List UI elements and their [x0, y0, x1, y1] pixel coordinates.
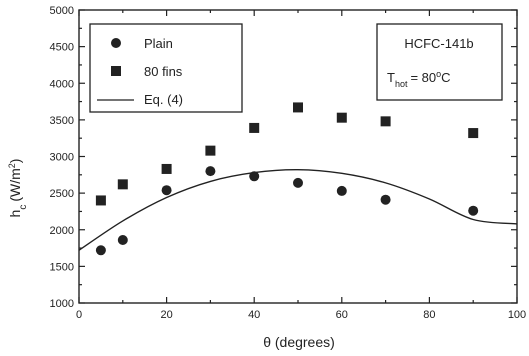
annotation-temp-sub: hot — [395, 79, 408, 89]
plain-point — [161, 185, 172, 196]
fins-point — [468, 128, 479, 139]
y-tick-label: 4500 — [50, 42, 74, 54]
y-axis-title-main: h — [7, 210, 23, 218]
legend-fins-marker — [111, 66, 121, 76]
plain-point — [205, 166, 216, 177]
data-marks — [78, 102, 518, 256]
fins-point — [95, 195, 106, 206]
y-tick-label: 3000 — [50, 152, 74, 164]
y-axis-title-close: ) — [7, 159, 23, 164]
x-axis-title: θ (degrees) — [263, 334, 335, 350]
x-tick-label: 0 — [76, 309, 82, 321]
plain-point — [249, 171, 260, 182]
fins-point — [205, 145, 216, 156]
plain-point — [380, 194, 391, 205]
plot-frame — [78, 9, 518, 304]
y-tick-label: 3500 — [50, 115, 74, 127]
annotation-temp-deg: o — [436, 69, 441, 79]
y-tick-label: 4000 — [50, 78, 74, 90]
legend-box — [89, 23, 243, 113]
annotation-box — [376, 23, 503, 101]
plain-point — [95, 245, 106, 256]
legend: Plain 80 fins Eq. (4) — [89, 23, 243, 113]
y-tick-label: 1000 — [50, 298, 74, 310]
y-axis-title-sup: 2 — [7, 163, 17, 168]
legend-eq-label: Eq. (4) — [144, 92, 183, 107]
annotation-temp-value: = 80 — [410, 70, 436, 85]
eq4-curve — [78, 168, 518, 251]
y-tick-label: 2000 — [50, 225, 74, 237]
legend-plain-label: Plain — [144, 36, 173, 51]
annotation-temperature: Thot = 80oC — [387, 69, 451, 89]
fins-point — [249, 122, 260, 133]
annotation-temp-unit: C — [441, 70, 450, 85]
legend-fins-label: 80 fins — [144, 64, 183, 79]
plain-point — [468, 205, 479, 216]
legend-plain-marker — [111, 38, 121, 48]
fins-point — [336, 112, 347, 123]
x-tick-label: 40 — [248, 309, 260, 321]
x-tick-label: 60 — [336, 309, 348, 321]
y-tick-label: 2500 — [50, 188, 74, 200]
y-axis-title-sub: c — [18, 205, 29, 210]
plain-point — [117, 235, 128, 246]
y-axis-title: hc (W/m2) — [7, 159, 29, 218]
plain-point — [293, 177, 303, 188]
fins-point — [117, 179, 128, 190]
axes — [78, 9, 518, 304]
x-tick-label: 100 — [508, 309, 526, 321]
x-tick-label: 80 — [423, 309, 435, 321]
fins-point — [380, 116, 391, 127]
annotation-temp-symbol: T — [387, 70, 395, 85]
fins-point — [161, 163, 172, 174]
ticks: 0 20 40 60 80 100 1000 1500 2000 2500 3000 3500 4000… — [50, 5, 527, 321]
x-tick-label: 20 — [160, 309, 172, 321]
annotation-fluid: HCFC-141b — [404, 36, 473, 51]
y-tick-label: 1500 — [50, 261, 74, 273]
plain-point — [336, 185, 347, 196]
fins-point — [293, 102, 303, 113]
annotation: HCFC-141b Thot = 80oC — [376, 23, 503, 101]
y-tick-label: 5000 — [50, 5, 74, 17]
y-axis-title-unit: (W/m — [7, 168, 23, 201]
